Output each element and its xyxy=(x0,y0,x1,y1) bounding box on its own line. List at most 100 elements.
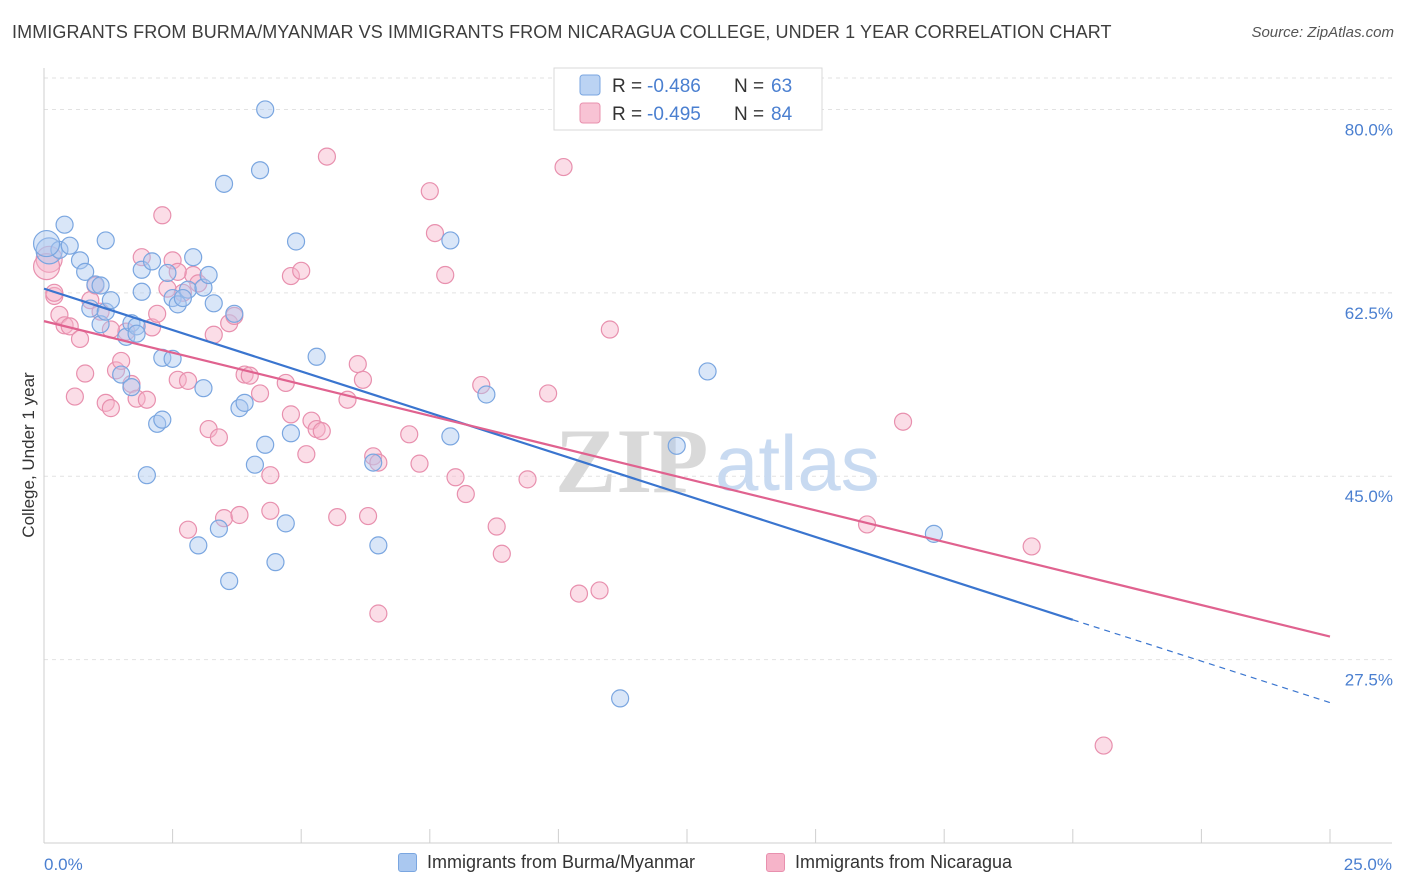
chart-source: Source: ZipAtlas.com xyxy=(1251,24,1394,41)
nicaragua-point xyxy=(420,182,439,201)
burma-point xyxy=(55,215,74,234)
y-tick-label: 80.0% xyxy=(1345,120,1393,139)
nicaragua-point xyxy=(1022,537,1041,556)
y-tick-label: 62.5% xyxy=(1345,304,1393,323)
nicaragua-point xyxy=(369,453,388,472)
nicaragua-point xyxy=(65,387,84,406)
y-axis-title: College, Under 1 year xyxy=(19,372,38,538)
burma-point xyxy=(204,294,223,313)
nicaragua-point xyxy=(353,370,373,389)
nicaragua-point xyxy=(209,428,228,447)
legend-label-nicaragua: Immigrants from Nicaragua xyxy=(795,852,1013,872)
burma-point xyxy=(276,514,295,533)
nicaragua-point xyxy=(518,470,537,489)
burma-point xyxy=(250,161,270,180)
x-tick-label: 0.0% xyxy=(44,855,83,874)
nicaragua-point xyxy=(214,509,234,528)
nicaragua-point xyxy=(178,371,198,390)
burma-point xyxy=(101,291,120,310)
burma-point xyxy=(173,288,192,308)
watermark: ZIP atlas xyxy=(555,410,880,512)
burma-point xyxy=(611,689,630,708)
nicaragua-point xyxy=(436,265,455,285)
burma-point xyxy=(194,379,213,398)
nicaragua-point xyxy=(317,147,337,166)
nicaragua-point xyxy=(250,384,270,403)
nicaragua-point xyxy=(261,501,280,520)
nicaragua-point xyxy=(569,584,589,603)
burma-point xyxy=(364,453,383,472)
nicaragua-point xyxy=(137,390,156,409)
nicaragua-point xyxy=(70,329,90,349)
nicaragua-point xyxy=(148,304,167,323)
nicaragua-point xyxy=(487,517,506,536)
burma-point xyxy=(132,282,151,301)
legend-n-label-2: N = xyxy=(734,104,764,125)
y-tick-label: 27.5% xyxy=(1345,671,1393,690)
burma-point xyxy=(127,324,146,343)
nicaragua-point xyxy=(590,581,609,600)
nicaragua-point xyxy=(554,157,573,177)
legend-n-label-1: N = xyxy=(734,76,764,97)
y-tick-label: 45.0% xyxy=(1345,487,1393,506)
burma-point xyxy=(32,229,61,258)
nicaragua-point xyxy=(410,454,429,473)
correlation-legend: R = -0.486 N = 63 R = -0.495 N = 84 xyxy=(553,67,823,131)
axes xyxy=(43,68,1392,844)
burma-trend-extension xyxy=(1072,619,1331,704)
nicaragua-point xyxy=(446,468,465,487)
burma-point xyxy=(245,455,265,474)
nicaragua-point xyxy=(153,206,172,225)
burma-point xyxy=(667,436,686,455)
series-burma-points xyxy=(32,100,944,708)
burma-point xyxy=(189,536,208,555)
nicaragua-point xyxy=(101,399,120,418)
x-tick-label: 25.0% xyxy=(1344,855,1392,874)
legend-r-value-2: -0.495 xyxy=(647,104,701,125)
nicaragua-point xyxy=(281,405,301,424)
nicaragua-point xyxy=(893,412,913,431)
legend-n-value-2: 84 xyxy=(771,104,793,125)
legend-r-label-2: R = xyxy=(612,104,642,125)
burma-point xyxy=(256,100,275,119)
burma-point xyxy=(235,393,254,412)
legend-item-nicaragua[interactable]: Immigrants from Nicaragua xyxy=(766,852,1012,873)
burma-point xyxy=(307,347,326,366)
burma-point xyxy=(112,365,131,384)
trend-lines xyxy=(43,287,1331,704)
burma-point xyxy=(199,265,218,285)
burma-point xyxy=(369,536,388,555)
burma-point xyxy=(477,385,496,404)
burma-point xyxy=(153,410,172,429)
tick-labels: 27.5% 45.0% 62.5% 80.0% 0.0% 25.0% xyxy=(44,120,1393,874)
nicaragua-point xyxy=(456,484,475,504)
nicaragua-point xyxy=(400,425,419,444)
legend-label-burma: Immigrants from Burma/Myanmar xyxy=(427,852,696,872)
burma-point xyxy=(76,262,95,281)
burma-point xyxy=(158,263,177,283)
nicaragua-point xyxy=(50,305,69,324)
chart-title: IMMIGRANTS FROM BURMA/MYANMAR VS IMMIGRA… xyxy=(12,22,1112,42)
nicaragua-point xyxy=(492,544,511,563)
legend-item-burma[interactable]: Immigrants from Burma/Myanmar xyxy=(398,852,695,873)
legend-swatch-burma xyxy=(398,853,417,872)
burma-point xyxy=(91,276,110,295)
nicaragua-point xyxy=(348,354,367,374)
nicaragua-point xyxy=(112,351,131,371)
nicaragua-point xyxy=(76,364,95,383)
burma-point xyxy=(214,174,234,193)
nicaragua-point xyxy=(281,266,301,286)
nicaragua-point xyxy=(173,283,192,302)
burma-point xyxy=(184,248,203,267)
burma-point xyxy=(441,231,460,250)
nicaragua-point xyxy=(292,261,311,280)
nicaragua-point xyxy=(178,520,198,539)
burma-point xyxy=(230,399,249,418)
nicaragua-point xyxy=(472,375,491,395)
nicaragua-point xyxy=(230,505,249,525)
legend-swatch-pink xyxy=(579,102,601,124)
burma-point xyxy=(137,466,156,485)
nicaragua-point xyxy=(328,507,347,527)
burma-point xyxy=(281,424,301,443)
watermark-atlas: atlas xyxy=(715,419,880,507)
